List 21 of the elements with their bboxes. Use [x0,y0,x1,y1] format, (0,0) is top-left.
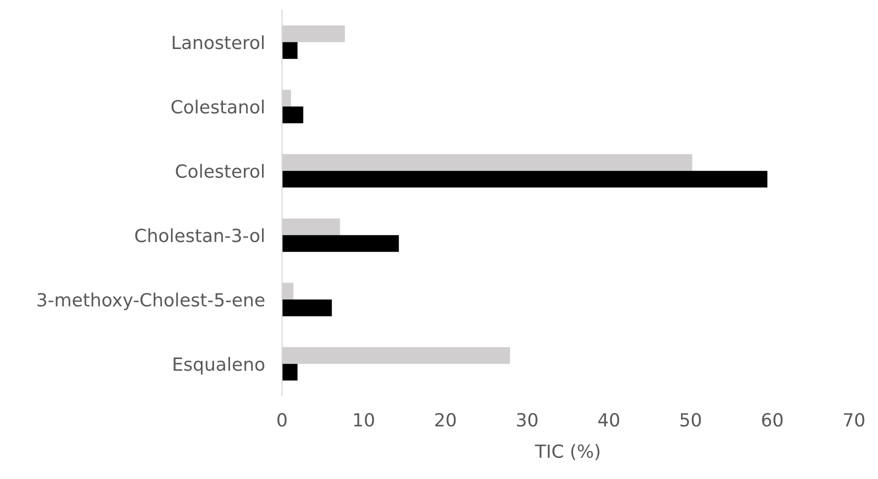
x-tick-label: 60 [762,412,783,427]
y-tick-label: Colesterol [176,164,264,178]
y-tick-label: Cholestan-3-ol [135,228,264,242]
y-tick-label: Colestanol [172,100,264,114]
y-tick-label: Lanosterol [172,35,264,50]
y-tick-label: 3-methoxy-Cholest-5-ene [38,292,264,310]
x-axis-title: TIC (%) [534,444,600,460]
bar [282,364,298,381]
x-tick-label: 0 [277,412,287,427]
x-tick-label: 70 [844,412,864,427]
bar [282,300,332,316]
y-tick-label: Esqualeno [174,356,264,374]
bar [282,106,304,124]
bar [282,42,298,59]
x-tick-label: 30 [517,412,538,427]
bar [282,235,399,252]
x-tick-label: 10 [354,412,374,427]
x-tick-label: 50 [680,412,701,427]
bar [282,170,768,188]
x-tick-label: 40 [598,412,620,427]
x-tick-label: 20 [435,412,456,427]
